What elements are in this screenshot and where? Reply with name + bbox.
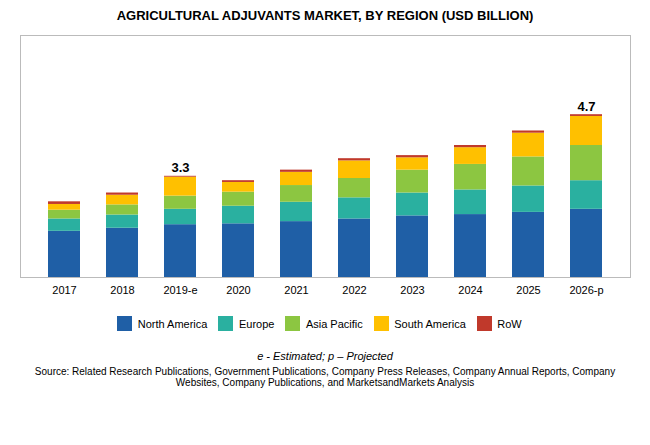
html-text:e - Estimated; p – Projected: e - Estimated; p – Projected bbox=[257, 349, 393, 362]
html-text:Asia Pacific: Asia Pacific bbox=[305, 317, 363, 330]
html-text:Europe: Europe bbox=[238, 317, 275, 330]
svg-text:2018: 2018 bbox=[110, 284, 134, 296]
svg-text:4.7: 4.7 bbox=[577, 99, 595, 114]
svg-text:2020: 2020 bbox=[226, 284, 250, 296]
svg-text:2023: 2023 bbox=[400, 284, 424, 296]
svg-text:2019-e: 2019-e bbox=[163, 284, 197, 296]
svg-text:2021: 2021 bbox=[284, 284, 308, 296]
html-text:RoW: RoW bbox=[497, 317, 522, 330]
svg-text:2026-p: 2026-p bbox=[569, 284, 603, 296]
svg-text:2024: 2024 bbox=[458, 284, 482, 296]
html-text:South America: South America bbox=[394, 317, 466, 330]
svg-text:2017: 2017 bbox=[52, 284, 76, 296]
html-text:North America: North America bbox=[137, 317, 208, 330]
svg-text:2022: 2022 bbox=[342, 284, 366, 296]
svg-text:3.3: 3.3 bbox=[171, 160, 189, 175]
html-text:AGRICULTURAL ADJUVANTS MARKET,: AGRICULTURAL ADJUVANTS MARKET, BY REGION… bbox=[116, 8, 534, 23]
html-text:Source: Related Research Publi: Source: Related Research Publications, G… bbox=[34, 365, 616, 388]
svg-text:2025: 2025 bbox=[516, 284, 540, 296]
